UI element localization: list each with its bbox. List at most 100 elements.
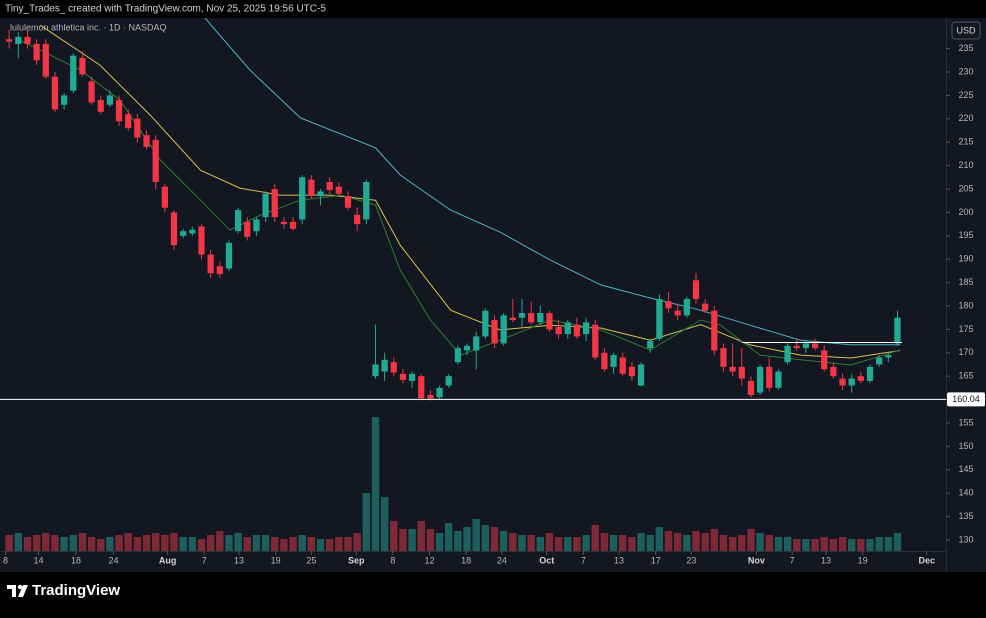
volume-bar [243,537,251,551]
candle-body [894,317,901,344]
candle-body [125,114,132,129]
candle-body [463,345,471,351]
volume-bar [655,527,664,551]
volume-bar [371,417,380,551]
volume-bar [783,537,792,551]
volume-bar [490,527,499,551]
volume-bar [252,535,261,551]
candle-body [60,95,68,105]
candle-body [152,139,159,182]
volume-bar [399,529,407,551]
volume-bar [728,537,737,551]
volume-bar [14,533,23,551]
logo-part [12,585,16,597]
y-tick-label: 135 [958,511,973,521]
volume-bar [893,533,902,551]
volume-bar [793,539,801,551]
candle-body [738,366,745,379]
volume-bar [509,533,517,551]
candle-body [244,221,251,237]
x-tick-label: Oct [539,555,554,565]
logo-part [17,584,23,590]
candle-body [637,364,645,386]
moving-average [40,24,901,359]
candle-body [363,181,370,220]
candle-body [106,95,114,105]
y-tick-label: 190 [958,254,973,264]
x-tick-label: 17 [651,555,661,565]
candle-body [289,221,297,229]
x-tick-label: 23 [686,555,696,565]
volume-bar [298,535,306,551]
x-tick-label: 13 [614,555,624,565]
volume-bar [628,537,636,551]
candle-body [555,327,562,335]
candle-body [344,196,352,208]
candle-body [610,355,617,367]
candle-body [326,181,333,190]
candle-body [143,135,150,147]
volume-bar [170,533,178,551]
x-tick-label: 19 [271,555,281,565]
volume-bar [271,537,279,551]
brand-name: TradingView [32,582,120,599]
candle-body [454,348,462,363]
volume-bar [582,535,590,551]
volume-bar [32,535,41,551]
volume-bar [454,531,462,551]
volume-bar [481,525,490,551]
volume-bar [188,537,197,551]
volume-bar [802,539,810,551]
candle-body [436,387,443,398]
candle-body [647,341,654,349]
candle-body [390,362,397,373]
candle-body [335,186,342,194]
volume-bar [78,533,87,551]
candle-body [518,313,526,318]
y-tick-label: 195 [958,230,973,240]
volume-bar [225,535,233,551]
x-tick-label: 14 [33,555,43,565]
volume-bar [875,537,883,551]
volume-bar [289,537,297,551]
volume-bar [774,537,783,551]
volume-bar [23,537,32,551]
candle-body [15,36,22,44]
candle-body [299,177,306,220]
volume-bar [811,539,819,551]
candle-body [88,81,95,103]
y-tick-label: 205 [958,183,973,193]
x-tick-label: 19 [858,555,868,565]
candle-body [33,43,40,61]
volume-bar [600,533,609,551]
volume-bar [527,535,535,551]
volume-bar [344,537,352,551]
candle-body [546,313,553,330]
candle-body [234,210,242,232]
volume-bar [710,529,719,551]
candle-body [408,373,416,381]
y-tick-label: 150 [958,441,973,451]
y-tick-label: 210 [958,160,973,170]
volume-bar [564,537,572,551]
x-tick-label: 18 [461,555,471,565]
volume-bar [536,537,545,551]
candle-body [262,193,269,218]
candle-body [79,57,86,75]
candle-body [445,376,452,386]
volume-bar [463,527,471,551]
volume-bar [545,533,554,551]
x-tick-label: 12 [424,555,434,565]
currency-label: USD [956,25,976,35]
volume-bar [42,533,50,551]
volume-bar [325,539,334,551]
candle-body [253,219,260,232]
candle-body [189,229,196,234]
candle-body [317,191,324,197]
volume-bar [51,535,59,551]
candle-body [702,303,709,311]
price-label-box [947,392,985,407]
volume-bar [609,535,618,551]
candle-body [216,266,223,275]
